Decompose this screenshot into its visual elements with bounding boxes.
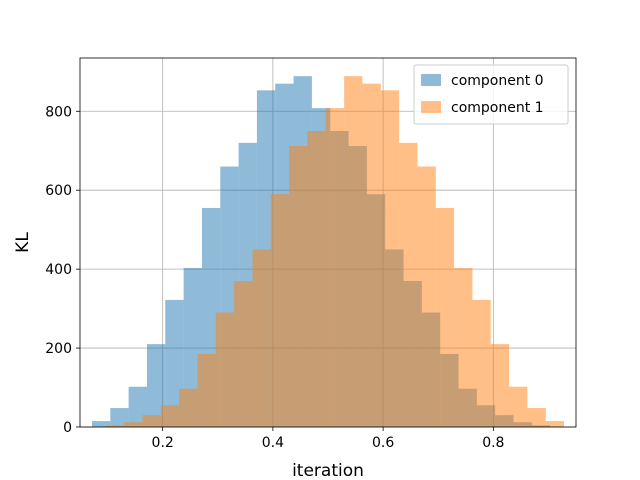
x-tick-label: 0.2: [152, 435, 174, 451]
histogram-bar-series-1: [142, 415, 161, 427]
y-tick-label: 400: [45, 262, 72, 278]
histogram-bar-series-1: [270, 194, 290, 427]
legend: component 0 component 1: [413, 64, 569, 125]
histogram-bar-series-1: [124, 422, 143, 427]
histogram-bar-series-1: [289, 146, 308, 427]
x-tick-label: 0.8: [482, 435, 504, 451]
histogram-bar-series-1: [325, 108, 345, 428]
histogram-bar-series-1: [490, 344, 510, 427]
histogram-bar-series-0: [183, 267, 202, 427]
histogram-bar-series-1: [454, 267, 473, 427]
legend-swatch-component-1: [421, 101, 441, 113]
histogram-bar-series-1: [417, 166, 436, 427]
histogram-bar-series-1: [105, 425, 125, 427]
y-tick-label: 800: [45, 104, 72, 120]
plot-frame: [79, 57, 577, 428]
y-tick-label: 600: [45, 183, 72, 199]
histogram-bar-series-1: [197, 353, 216, 427]
y-axis-label: KL: [13, 232, 33, 253]
y-tick-label: 0: [63, 420, 72, 436]
x-tick-label: 0.6: [372, 435, 394, 451]
legend-box: [413, 64, 569, 125]
histogram-bar-series-1: [252, 249, 271, 427]
histogram-bar-series-1: [234, 280, 253, 427]
legend-label-component-0: component 0: [451, 73, 544, 89]
histogram-bar-series-0: [165, 299, 184, 427]
axis-ticks: 0.2 0.4 0.6 0.8 0 200 400 600 800: [45, 104, 504, 451]
histogram-bar-series-0: [146, 344, 166, 427]
legend-swatch-component-0: [421, 74, 441, 86]
histogram-bar-series-1: [344, 76, 363, 428]
histogram-bar-series-1: [545, 421, 565, 427]
x-tick-label: 0.4: [262, 435, 284, 451]
histogram-bar-series-1: [380, 90, 400, 427]
histogram-bar-series-1: [215, 312, 235, 427]
histogram-bar-series-0: [110, 408, 129, 427]
histogram-bar-series-0: [91, 421, 111, 427]
histogram-bar-series-0: [128, 386, 147, 427]
histogram-bar-series-1: [399, 142, 418, 427]
histogram-bars: [91, 76, 565, 428]
histogram-bar-series-1: [160, 405, 180, 427]
histogram-bar-series-1: [435, 207, 455, 427]
histogram-bar-series-1: [472, 299, 491, 427]
x-axis-label: iteration: [292, 461, 364, 480]
histogram-bar-series-1: [307, 131, 326, 428]
histogram-bar-series-1: [509, 386, 528, 427]
y-tick-label: 200: [45, 341, 72, 357]
histogram-bar-series-1: [362, 83, 381, 427]
histogram-bar-series-1: [179, 388, 198, 427]
histogram-bar-series-1: [527, 408, 546, 427]
legend-label-component-1: component 1: [451, 100, 544, 116]
